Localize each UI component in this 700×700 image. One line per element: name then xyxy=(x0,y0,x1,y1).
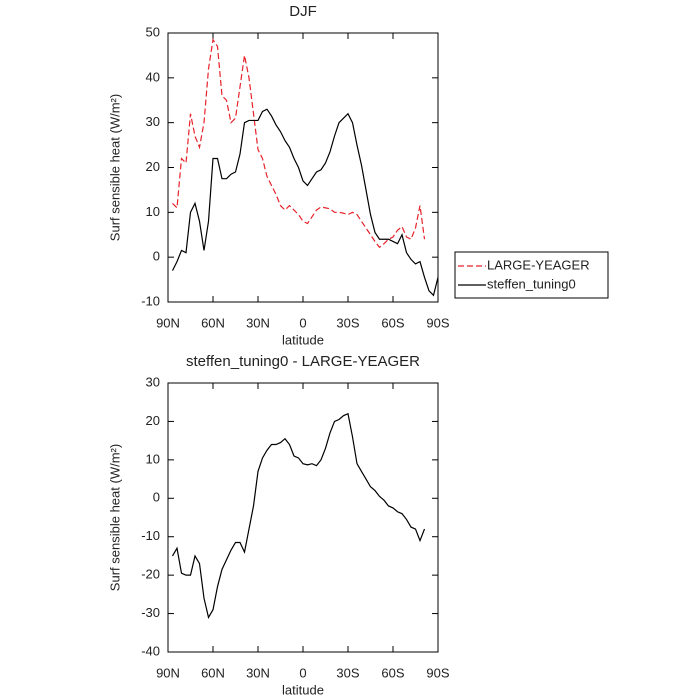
y-tick-label: 20 xyxy=(146,413,160,428)
data-line xyxy=(172,38,426,249)
y-tick-label: -40 xyxy=(141,643,160,658)
y-axis-label: Surf sensible heat (W/m²) xyxy=(107,444,122,591)
y-tick-label: 0 xyxy=(153,490,160,505)
x-tick-label: 60S xyxy=(381,315,404,330)
y-tick-label: -20 xyxy=(141,567,160,582)
x-tick-label: 30N xyxy=(246,665,270,680)
y-tick-label: 0 xyxy=(153,249,160,264)
y-tick-label: -10 xyxy=(141,293,160,308)
legend-box xyxy=(454,251,609,299)
y-tick-label: -10 xyxy=(141,528,160,543)
y-tick-label: 10 xyxy=(146,204,160,219)
x-tick-label: 0 xyxy=(299,315,306,330)
x-tick-label: 60S xyxy=(381,665,404,680)
x-tick-label: 60N xyxy=(201,315,225,330)
y-tick-label: 20 xyxy=(146,159,160,174)
x-axis-label: latitude xyxy=(282,332,324,347)
x-tick-label: 90N xyxy=(156,665,180,680)
y-tick-label: 10 xyxy=(146,451,160,466)
data-line xyxy=(171,108,439,297)
y-tick-label: 50 xyxy=(146,24,160,39)
y-tick-label: -30 xyxy=(141,605,160,620)
y-tick-label: 30 xyxy=(146,114,160,129)
data-line xyxy=(171,412,426,620)
y-axis-label: Surf sensible heat (W/m²) xyxy=(107,94,122,241)
chart-title: steffen_tuning0 - LARGE-YEAGER xyxy=(186,353,420,370)
chart-title: DJF xyxy=(289,3,317,20)
x-tick-label: 30S xyxy=(336,315,359,330)
legend-label: steffen_tuning0 xyxy=(487,276,576,291)
legend-label: LARGE-YEAGER xyxy=(487,257,590,272)
x-tick-label: 30N xyxy=(246,315,270,330)
x-axis-label: latitude xyxy=(282,682,324,697)
x-tick-label: 0 xyxy=(299,665,306,680)
x-tick-label: 90N xyxy=(156,315,180,330)
plot-frame xyxy=(167,382,439,653)
y-tick-label: 30 xyxy=(146,374,160,389)
y-tick-label: 40 xyxy=(146,69,160,84)
x-tick-label: 90S xyxy=(426,315,449,330)
x-tick-label: 90S xyxy=(426,665,449,680)
x-tick-label: 60N xyxy=(201,665,225,680)
x-tick-label: 30S xyxy=(336,665,359,680)
plot-frame xyxy=(167,32,439,303)
